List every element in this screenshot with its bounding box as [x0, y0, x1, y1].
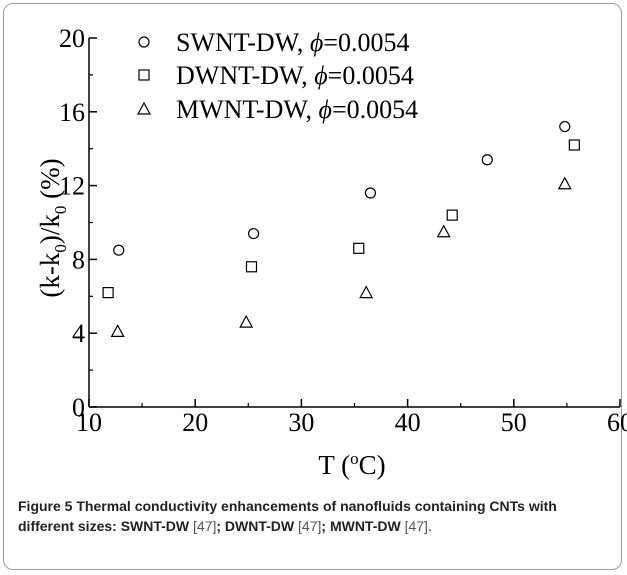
legend-entry-value: =0.0054: [323, 28, 409, 57]
legend-entry-value: =0.0054: [332, 95, 418, 124]
figure-caption: Figure 5 Thermal conductivity enhancemen…: [18, 496, 614, 536]
triangle-data-point: [436, 224, 451, 238]
y-label-sub1: 0: [51, 244, 70, 253]
x-tick-label: 10: [76, 408, 102, 437]
y-axis-label: (k-k0)/k0 (%): [35, 158, 70, 297]
y-tick-label: 16: [59, 98, 85, 127]
triangle-data-point: [359, 285, 374, 299]
caption-text-3: ; MWNT-DW: [321, 518, 405, 534]
triangle-data-point: [557, 176, 572, 190]
circle-data-point: [481, 154, 493, 166]
y-tick-label: 8: [72, 245, 85, 274]
triangle-data-point: [110, 324, 125, 337]
legend-entry-label: SWNT-DW,: [176, 28, 310, 57]
circle-data-point: [113, 244, 125, 256]
caption-end: .: [427, 518, 432, 534]
y-tick-label: 12: [59, 172, 85, 201]
plot-axes: [88, 38, 620, 408]
legend-entry: DWNT-DW, ϕ=0.0054: [176, 61, 414, 90]
caption-label: Figure 5: [18, 498, 73, 514]
legend-entry: SWNT-DW, ϕ=0.0054: [176, 28, 410, 57]
caption-ref-2[interactable]: [47]: [298, 518, 322, 534]
x-tick-label: 40: [395, 408, 421, 437]
x-axis-label: T (oC): [318, 449, 385, 480]
figure-frame: [3, 3, 622, 570]
square-data-point: [353, 242, 365, 254]
legend-entry-value: =0.0054: [328, 61, 414, 90]
square-data-point: [245, 261, 258, 273]
axis-ticks: [88, 37, 621, 408]
x-tick-label: 50: [501, 408, 527, 437]
caption-ref-1[interactable]: [47]: [193, 518, 217, 534]
caption-ref-3[interactable]: [47]: [404, 518, 428, 534]
legend-entry-phi: ϕ: [310, 28, 323, 57]
circle-data-point: [559, 120, 571, 133]
legend-entry-phi: ϕ: [314, 61, 327, 90]
y-tick-label: 4: [72, 319, 85, 348]
y-tick-label: 0: [72, 393, 85, 422]
y-tick-label: 20: [59, 24, 85, 53]
legend-entry-label: DWNT-DW,: [176, 61, 314, 90]
x-axis-label-sup: o: [350, 449, 359, 468]
legend-entry: MWNT-DW, ϕ=0.0054: [176, 95, 418, 124]
y-label-sub2: 0: [51, 206, 70, 215]
square-data-point: [568, 139, 580, 151]
x-tick-label: 20: [182, 408, 208, 437]
x-axis-label-rest: C): [359, 450, 386, 480]
square-data-point: [446, 209, 458, 221]
triangle-data-point: [239, 314, 254, 328]
legend-entry-phi: ϕ: [319, 95, 332, 124]
legend-circle-marker: [138, 36, 150, 48]
square-data-point: [102, 287, 114, 299]
legend-square-marker: [138, 69, 150, 81]
caption-text-2: ; DWNT-DW: [216, 518, 299, 534]
caption-text-1: Thermal conductivity enhancements of nan…: [18, 498, 557, 534]
legend-entry-label: MWNT-DW,: [176, 95, 319, 124]
data-points: [102, 120, 580, 337]
legend-triangle-marker: [136, 101, 152, 115]
circle-data-point: [248, 227, 260, 240]
circle-data-point: [364, 187, 377, 199]
x-tick-label: 60: [607, 408, 627, 437]
x-tick-label: 30: [288, 408, 314, 437]
tick-labels: 10 20 30 40 50 60 0 4 8 12 16 20: [59, 24, 627, 437]
